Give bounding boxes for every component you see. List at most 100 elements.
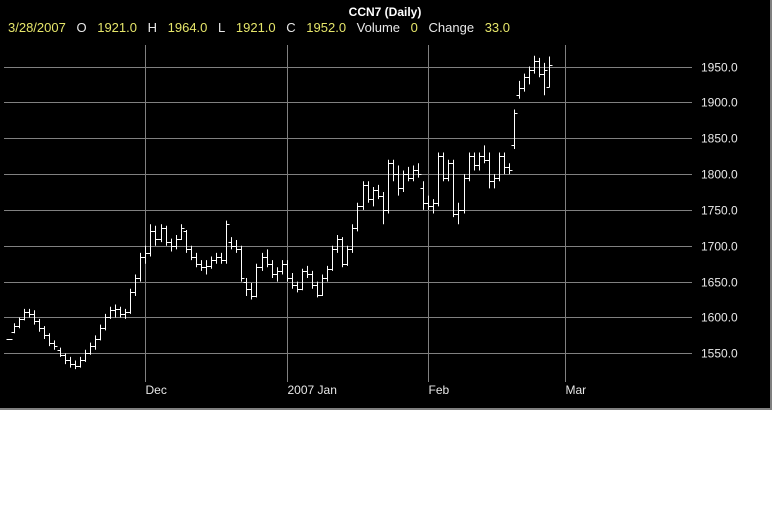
ohlc-bar [178,224,185,241]
y-tick-label: 1550.0 [701,347,738,361]
ohlc-bar [395,165,402,196]
ohlc-bar [46,333,53,347]
ohlc-bar [218,252,225,264]
high-value: 1964.0 [167,20,208,35]
ohlc-bar [370,186,377,207]
ohlc-bar [400,170,407,192]
ohlc-bar [476,152,483,171]
ohlc-bar [425,195,432,210]
ohlc-bar [193,252,200,268]
ohlc-bar [491,174,498,189]
ohlc-bar [168,238,175,252]
ohlc-bar [117,306,124,318]
ohlc-bar [531,55,538,74]
ohlc-bar [415,163,422,178]
ohlc-bar [334,235,341,253]
x-tick-label: Feb [429,383,450,397]
ohlc-bar [450,159,457,218]
ohlc-bar [410,165,417,182]
open-value: 1921.0 [97,20,137,35]
ohlc-bar [289,273,296,289]
ohlc-bar [339,237,346,268]
ohlc-bar [455,202,462,225]
ohlc-bar [36,318,43,332]
x-tick-label: 2007 Jan [288,383,337,397]
ohlc-bar [380,191,387,225]
price-bars [6,55,553,370]
ohlc-bar [72,360,79,370]
ohlc-bar [67,356,74,368]
low-label: L [218,20,226,35]
ohlc-bar [461,174,468,214]
quote-header: 3/28/2007 O 1921.0 H 1964.0 L 1921.0 C 1… [8,20,517,35]
ohlc-bar [420,181,427,210]
y-tick-label: 1900.0 [701,96,738,110]
y-tick-label: 1950.0 [701,61,738,75]
ohlc-bar [11,323,18,334]
ohlc-bar [158,224,165,243]
quote-date: 3/28/2007 [8,20,66,35]
ohlc-bar [253,263,260,298]
ohlc-bar [526,66,533,85]
ohlc-bar [77,356,84,368]
ohlc-bar [97,324,104,341]
ohlc-bar [132,274,139,296]
ohlc-bar [269,260,276,279]
low-value: 1921.0 [235,20,276,35]
y-tick-label: 1600.0 [701,311,738,325]
ohlc-bar [319,274,326,296]
ohlc-bar [304,265,311,279]
y-tick-label: 1650.0 [701,276,738,290]
ohlc-bar [546,56,553,88]
axis-labels: 1950.0 1900.0 1850.0 1800.0 1750.0 1700.0 1650… [146,61,739,398]
y-tick-label: 1700.0 [701,240,738,254]
ohlc-bar [213,252,220,264]
price-chart: 1950.0 1900.0 1850.0 1800.0 1750.0 1700.0 1650… [4,45,739,398]
ohlc-bar [238,245,245,282]
ohlc-bar [41,326,48,339]
ohlc-bar [344,245,351,266]
ohlc-bar [147,224,154,257]
ohlc-bar [324,265,331,282]
ohlc-bar [435,152,442,207]
change-value: 33.0 [484,20,511,35]
ohlc-bar [223,220,230,264]
ohlc-bar [506,163,513,175]
ohlc-bar [198,260,205,271]
chart-panel: CCN7 (Daily) 3/28/2007 O 1921.0 H 1964.0… [0,0,772,410]
ohlc-bar [228,237,235,250]
ohlc-bar [82,349,89,362]
ohlc-bar [309,270,316,289]
ohlc-bar [486,152,493,189]
close-value: 1952.0 [306,20,347,35]
close-label: C [286,20,296,35]
ohlc-bar [203,260,210,275]
ohlc-bar [385,159,392,214]
x-tick-label: Mar [566,383,587,397]
ohlc-bar [248,283,255,300]
ohlc-bar [440,152,447,182]
ohlc-bar [21,308,28,321]
ohlc-bar [6,338,13,340]
ohlc-bar [501,152,508,175]
ohlc-bar [92,335,99,350]
ohlc-bar [274,267,281,282]
ohlc-bar [51,340,58,350]
ohlc-bar [511,109,518,149]
ohlc-bar [375,184,382,200]
ohlc-bar [142,245,149,264]
ohlc-bar [294,281,301,293]
ohlc-bar [26,308,33,318]
y-tick-label: 1800.0 [701,168,738,182]
ohlc-bar [516,80,523,99]
change-label: Change [428,20,475,35]
ohlc-bar [208,256,215,269]
ohlc-bar [152,225,159,246]
ohlc-bar [471,152,478,171]
ohlc-bar [112,304,119,318]
ohlc-bar [102,313,109,331]
chart-title: CCN7 (Daily) [348,5,422,19]
x-tick-label: Dec [146,383,167,397]
ohlc-bar [445,159,452,182]
ohlc-bar [279,260,286,275]
